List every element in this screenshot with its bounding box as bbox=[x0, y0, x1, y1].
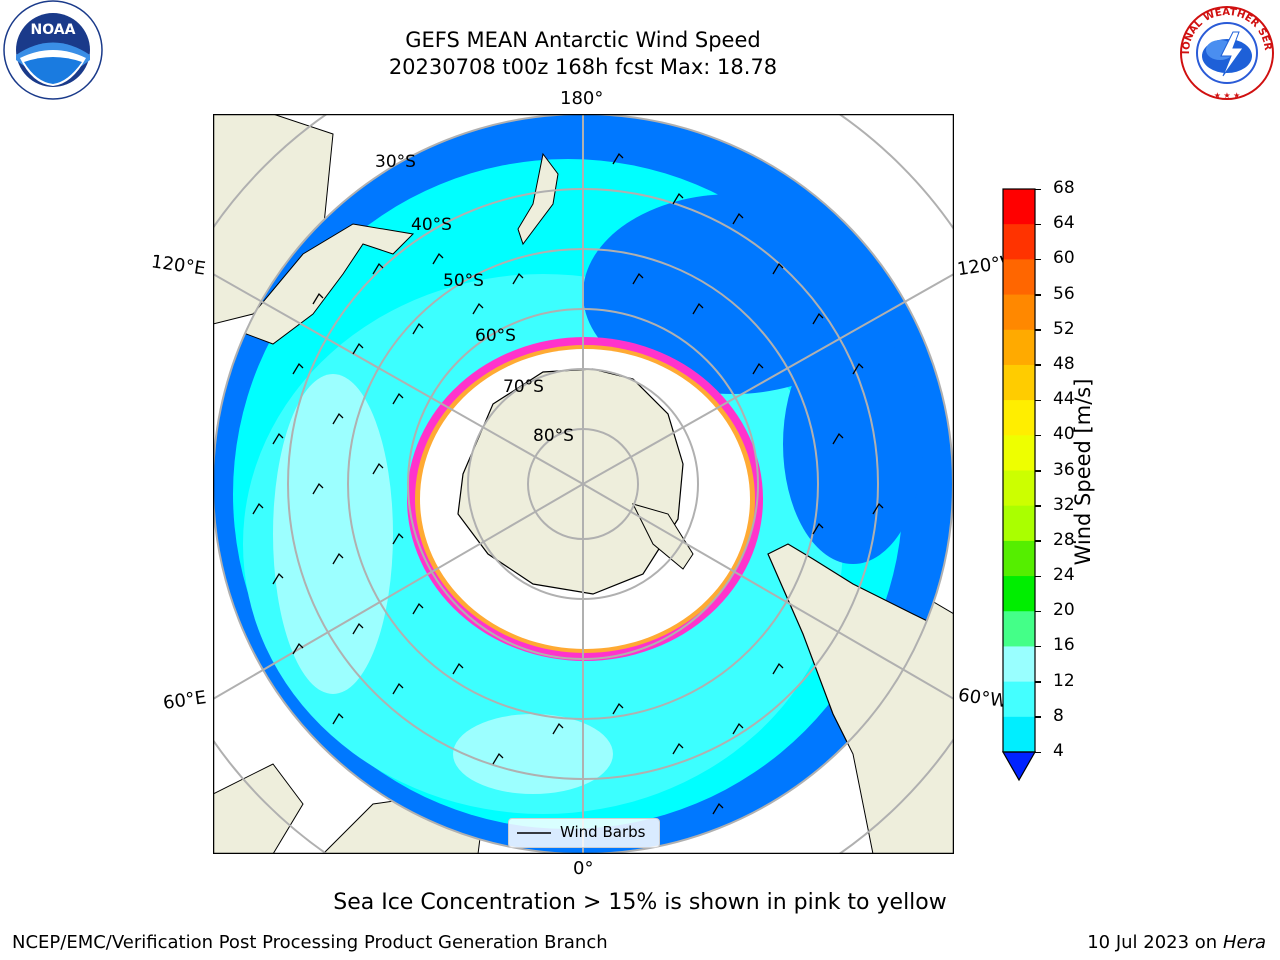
colorbar-segment bbox=[1003, 400, 1035, 436]
colorbar-tick-label: 40 bbox=[1053, 424, 1075, 445]
footer-left: NCEP/EMC/Verification Post Processing Pr… bbox=[12, 932, 608, 953]
colorbar-tick-mark bbox=[1035, 329, 1041, 331]
colorbar-tick-mark bbox=[1035, 188, 1041, 190]
lat-label-70s: 70°S bbox=[503, 377, 544, 397]
colorbar-segment bbox=[1003, 329, 1035, 366]
colorbar-tick-mark bbox=[1035, 434, 1041, 437]
colorbar-tick-label: 36 bbox=[1053, 459, 1075, 480]
colorbar-tick-mark bbox=[1035, 223, 1041, 226]
colorbar-segment bbox=[1003, 224, 1035, 260]
colorbar-segment bbox=[1003, 716, 1035, 753]
colorbar-label: Wind Speed [m/s] bbox=[1071, 378, 1095, 566]
lat-label-50s: 50°S bbox=[443, 271, 484, 291]
colorbar-tick-label: 48 bbox=[1053, 353, 1075, 374]
colorbar-segment bbox=[1003, 681, 1035, 718]
colorbar-segment bbox=[1003, 364, 1035, 401]
lat-label-80s: 80°S bbox=[533, 426, 574, 446]
colorbar-segment bbox=[1003, 540, 1035, 577]
noaa-logo-text: NOAA bbox=[31, 22, 76, 38]
wind-barbs bbox=[252, 152, 884, 815]
footer-date: 10 Jul 2023 on bbox=[1087, 932, 1223, 953]
colorbar-tick-label: 12 bbox=[1053, 670, 1075, 691]
legend-label: Wind Barbs bbox=[560, 823, 646, 841]
colorbar-tick-label: 8 bbox=[1053, 705, 1064, 726]
wind-barbs-legend: Wind Barbs bbox=[508, 818, 660, 848]
colorbar-tick-label: 16 bbox=[1053, 635, 1075, 656]
legend-line-icon bbox=[517, 832, 551, 834]
lon-label-180: 180° bbox=[560, 88, 604, 109]
footer-right: 10 Jul 2023 on Hera bbox=[1087, 932, 1266, 953]
colorbar-tick-mark bbox=[1035, 645, 1041, 648]
lon-label-0: 0° bbox=[573, 858, 594, 879]
caption: Sea Ice Concentration > 15% is shown in … bbox=[333, 890, 947, 915]
colorbar-tick-mark bbox=[1035, 540, 1041, 542]
colorbar-tick-label: 4 bbox=[1053, 741, 1064, 761]
lat-label-60s: 60°S bbox=[475, 326, 516, 346]
colorbar-tick-label: 44 bbox=[1053, 389, 1075, 410]
plot-subtitle: 20230708 t00z 168h fcst Max: 18.78 bbox=[388, 55, 778, 79]
colorbar-tick-mark bbox=[1035, 470, 1041, 472]
colorbar-segment bbox=[1003, 646, 1035, 683]
noaa-logo: NOAA bbox=[3, 0, 103, 100]
colorbar bbox=[1001, 188, 1037, 782]
polar-map: 30°S 40°S 50°S 60°S 70°S 80°S bbox=[213, 114, 954, 854]
colorbar-tick-label: 24 bbox=[1053, 565, 1075, 586]
footer-host: Hera bbox=[1222, 932, 1266, 953]
lon-label-120e: 120°E bbox=[149, 251, 207, 280]
colorbar-tick-label: 28 bbox=[1053, 529, 1075, 550]
colorbar-segment bbox=[1003, 189, 1035, 225]
colorbar-segment bbox=[1003, 505, 1035, 542]
colorbar-tick-mark bbox=[1035, 716, 1041, 718]
colorbar-tick-label: 60 bbox=[1053, 248, 1075, 269]
colorbar-tick-label: 52 bbox=[1053, 318, 1075, 339]
plot-title: GEFS MEAN Antarctic Wind Speed bbox=[405, 28, 761, 52]
colorbar-tick-mark bbox=[1035, 364, 1041, 366]
lat-label-40s: 40°S bbox=[411, 215, 452, 235]
colorbar-segment bbox=[1003, 470, 1035, 507]
colorbar-tick-mark bbox=[1035, 575, 1041, 578]
colorbar-segments bbox=[1003, 189, 1035, 753]
colorbar-tick-label: 56 bbox=[1053, 283, 1075, 304]
colorbar-tick-label: 68 bbox=[1053, 178, 1075, 198]
svg-text:★ ★ ★: ★ ★ ★ bbox=[1214, 91, 1241, 100]
colorbar-segment bbox=[1003, 435, 1035, 471]
nws-logo: NATIONAL WEATHER SERVICE ★ ★ ★ bbox=[1177, 4, 1274, 100]
colorbar-tick-mark bbox=[1035, 681, 1041, 683]
longitude-grid bbox=[213, 114, 954, 854]
colorbar-segment bbox=[1003, 294, 1035, 331]
colorbar-tick-mark bbox=[1035, 610, 1041, 613]
lon-label-60e: 60°E bbox=[161, 687, 208, 714]
colorbar-tick-label: 64 bbox=[1053, 213, 1075, 234]
colorbar-segment bbox=[1003, 576, 1035, 612]
colorbar-tick-mark bbox=[1035, 258, 1041, 261]
colorbar-extend-arrow bbox=[1001, 751, 1037, 782]
colorbar-segment bbox=[1003, 611, 1035, 647]
colorbar-tick-label: 32 bbox=[1053, 494, 1075, 515]
colorbar-tick-mark bbox=[1035, 505, 1041, 507]
colorbar-tick-mark bbox=[1035, 751, 1041, 753]
colorbar-tick-mark bbox=[1035, 294, 1041, 296]
colorbar-segment bbox=[1003, 259, 1035, 296]
colorbar-tick-mark bbox=[1035, 399, 1041, 402]
lat-label-30s: 30°S bbox=[375, 152, 416, 172]
colorbar-tick-label: 20 bbox=[1053, 600, 1075, 621]
